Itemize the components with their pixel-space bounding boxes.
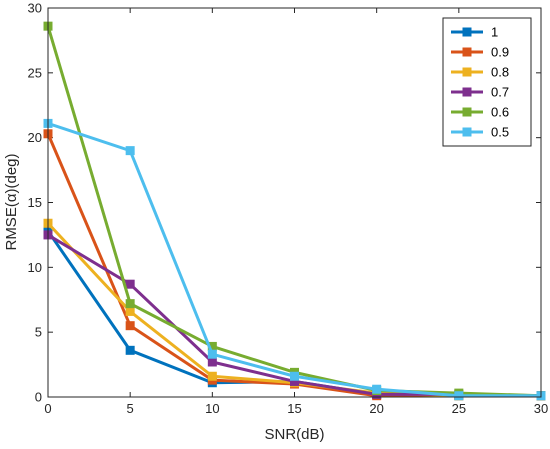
x-tick-label: 20 xyxy=(369,401,383,416)
legend-item: 0.5 xyxy=(451,125,509,140)
data-point xyxy=(125,306,135,316)
y-tick-label: 5 xyxy=(35,325,42,340)
data-point xyxy=(207,349,217,359)
legend: 1 0.9 0.8 0.7 0.6 0.5 xyxy=(442,17,532,147)
data-point xyxy=(454,391,464,401)
x-axis-title: SNR(dB) xyxy=(264,426,324,443)
data-point xyxy=(125,279,135,289)
data-point xyxy=(290,376,299,386)
legend-box xyxy=(442,17,532,147)
data-point xyxy=(207,341,217,351)
ticks: 0 5 10 15 20 25 30 0 5 10 15 20 25 30 xyxy=(28,1,549,417)
legend-swatch-marker xyxy=(462,127,472,137)
y-tick-label: 30 xyxy=(28,1,42,16)
legend-swatch-marker xyxy=(462,87,472,97)
data-point xyxy=(207,371,217,381)
legend-swatch-marker xyxy=(462,67,472,77)
x-tick-label: 15 xyxy=(287,401,301,416)
y-tick-label: 15 xyxy=(28,195,42,210)
data-point xyxy=(207,357,217,367)
legend-item: 0.6 xyxy=(451,105,509,120)
legend-swatch-marker xyxy=(462,47,472,57)
legend-label: 1 xyxy=(491,25,498,40)
x-tick-label: 30 xyxy=(534,401,548,416)
legend-item: 0.7 xyxy=(451,85,509,100)
y-tick-label: 0 xyxy=(35,390,42,405)
data-point xyxy=(372,384,382,394)
plot-frame xyxy=(47,7,542,398)
legend-swatch-marker xyxy=(462,107,472,117)
data-point xyxy=(125,321,135,331)
legend-label: 0.5 xyxy=(491,125,509,140)
legend-label: 0.6 xyxy=(491,105,509,120)
y-tick-label: 10 xyxy=(28,260,42,275)
legend-label: 0.9 xyxy=(491,45,509,60)
legend-label: 0.7 xyxy=(491,85,509,100)
legend-item: 0.8 xyxy=(451,65,509,80)
x-tick-label: 0 xyxy=(44,401,51,416)
y-axis-title: RMSE(α)(deg) xyxy=(3,153,20,250)
legend-item: 1 xyxy=(451,25,498,40)
x-tick-label: 5 xyxy=(127,401,134,416)
data-point xyxy=(125,345,135,355)
x-tick-label: 10 xyxy=(205,401,219,416)
y-tick-label: 20 xyxy=(28,130,42,145)
x-tick-label: 25 xyxy=(452,401,466,416)
data-point xyxy=(125,146,135,156)
data-point xyxy=(290,371,299,381)
data-point xyxy=(125,299,135,309)
y-tick-label: 25 xyxy=(28,65,42,80)
legend-item: 0.9 xyxy=(451,45,509,60)
legend-label: 0.8 xyxy=(491,65,509,80)
legend-swatch-marker xyxy=(462,27,472,37)
